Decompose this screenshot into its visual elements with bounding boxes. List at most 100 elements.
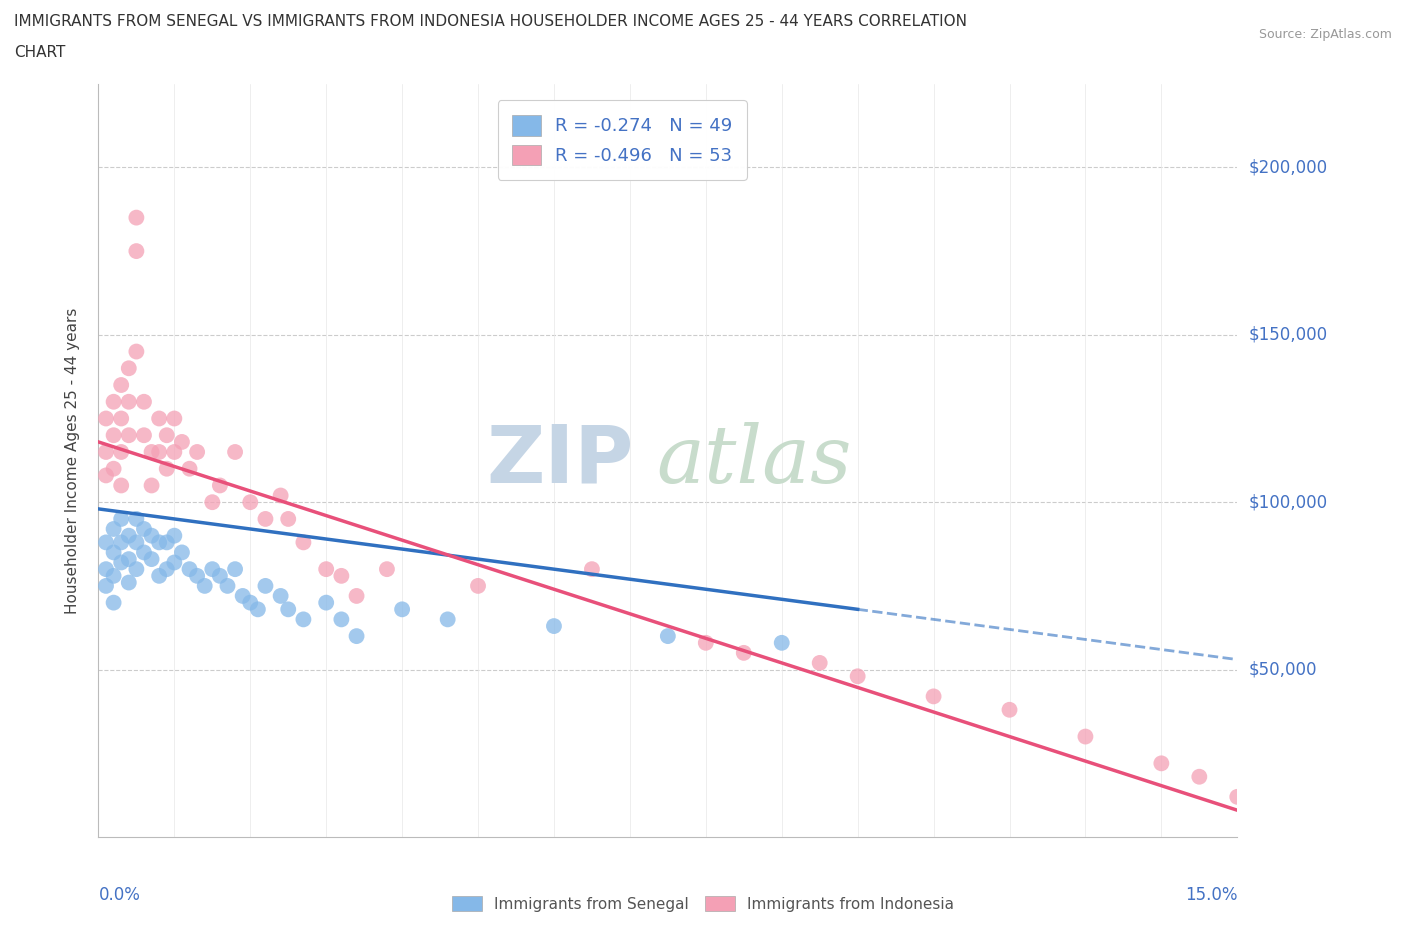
Point <box>194 578 217 593</box>
Point <box>1074 729 1097 744</box>
Point <box>808 656 831 671</box>
Point <box>1188 769 1211 784</box>
Text: Source: ZipAtlas.com: Source: ZipAtlas.com <box>1258 28 1392 41</box>
Point <box>156 428 179 443</box>
Point <box>141 445 163 459</box>
Point <box>170 545 193 560</box>
Legend: Immigrants from Senegal, Immigrants from Indonesia: Immigrants from Senegal, Immigrants from… <box>446 889 960 918</box>
Point <box>132 428 155 443</box>
Point <box>315 562 337 577</box>
Point <box>110 378 132 392</box>
Point <box>232 589 254 604</box>
Point <box>657 629 679 644</box>
Point <box>132 522 155 537</box>
Point <box>277 602 299 617</box>
Point <box>224 562 246 577</box>
Point <box>170 434 193 449</box>
Point <box>186 445 208 459</box>
Point <box>110 411 132 426</box>
Point <box>998 702 1021 717</box>
Point <box>94 535 117 550</box>
Point <box>163 411 186 426</box>
Point <box>733 645 755 660</box>
Point <box>125 344 148 359</box>
Point <box>141 528 163 543</box>
Point <box>292 535 315 550</box>
Point <box>125 512 148 526</box>
Point <box>217 578 239 593</box>
Point <box>254 512 277 526</box>
Point <box>132 394 155 409</box>
Point <box>110 512 132 526</box>
Point <box>118 361 141 376</box>
Point <box>94 468 117 483</box>
Point <box>156 535 179 550</box>
Point <box>148 535 170 550</box>
Point <box>141 551 163 566</box>
Point <box>186 568 208 583</box>
Point <box>315 595 337 610</box>
Point <box>436 612 458 627</box>
Text: $150,000: $150,000 <box>1249 326 1327 344</box>
Point <box>132 545 155 560</box>
Point <box>118 575 141 590</box>
Point <box>346 589 368 604</box>
Legend: R = -0.274   N = 49, R = -0.496   N = 53: R = -0.274 N = 49, R = -0.496 N = 53 <box>498 100 747 179</box>
Point <box>292 612 315 627</box>
Point <box>103 522 125 537</box>
Text: $200,000: $200,000 <box>1249 158 1327 177</box>
Point <box>118 394 141 409</box>
Point <box>125 535 148 550</box>
Text: 15.0%: 15.0% <box>1185 886 1237 904</box>
Point <box>1226 790 1249 804</box>
Point <box>103 428 125 443</box>
Text: IMMIGRANTS FROM SENEGAL VS IMMIGRANTS FROM INDONESIA HOUSEHOLDER INCOME AGES 25 : IMMIGRANTS FROM SENEGAL VS IMMIGRANTS FR… <box>14 14 967 29</box>
Point <box>346 629 368 644</box>
Point <box>1150 756 1173 771</box>
Point <box>94 411 117 426</box>
Point <box>103 568 125 583</box>
Point <box>125 210 148 225</box>
Point <box>110 555 132 570</box>
Point <box>110 445 132 459</box>
Point <box>110 478 132 493</box>
Point <box>103 595 125 610</box>
Point <box>254 578 277 593</box>
Point <box>163 528 186 543</box>
Point <box>156 461 179 476</box>
Point <box>330 612 353 627</box>
Y-axis label: Householder Income Ages 25 - 44 years: Householder Income Ages 25 - 44 years <box>65 307 80 614</box>
Point <box>543 618 565 633</box>
Point <box>239 595 262 610</box>
Point <box>208 568 231 583</box>
Text: 0.0%: 0.0% <box>98 886 141 904</box>
Point <box>103 545 125 560</box>
Point <box>103 394 125 409</box>
Point <box>270 589 292 604</box>
Point <box>118 551 141 566</box>
Point <box>94 562 117 577</box>
Text: CHART: CHART <box>14 45 66 60</box>
Point <box>156 562 179 577</box>
Point <box>581 562 603 577</box>
Point <box>922 689 945 704</box>
Point <box>695 635 717 650</box>
Point <box>148 445 170 459</box>
Text: $100,000: $100,000 <box>1249 493 1327 512</box>
Point <box>375 562 398 577</box>
Point <box>179 562 201 577</box>
Text: $50,000: $50,000 <box>1249 660 1317 679</box>
Point <box>277 512 299 526</box>
Point <box>94 445 117 459</box>
Point <box>201 562 224 577</box>
Point <box>201 495 224 510</box>
Point <box>118 428 141 443</box>
Point <box>467 578 489 593</box>
Point <box>118 528 141 543</box>
Point <box>246 602 269 617</box>
Point <box>125 244 148 259</box>
Point <box>770 635 793 650</box>
Point <box>141 478 163 493</box>
Point <box>125 562 148 577</box>
Point <box>270 488 292 503</box>
